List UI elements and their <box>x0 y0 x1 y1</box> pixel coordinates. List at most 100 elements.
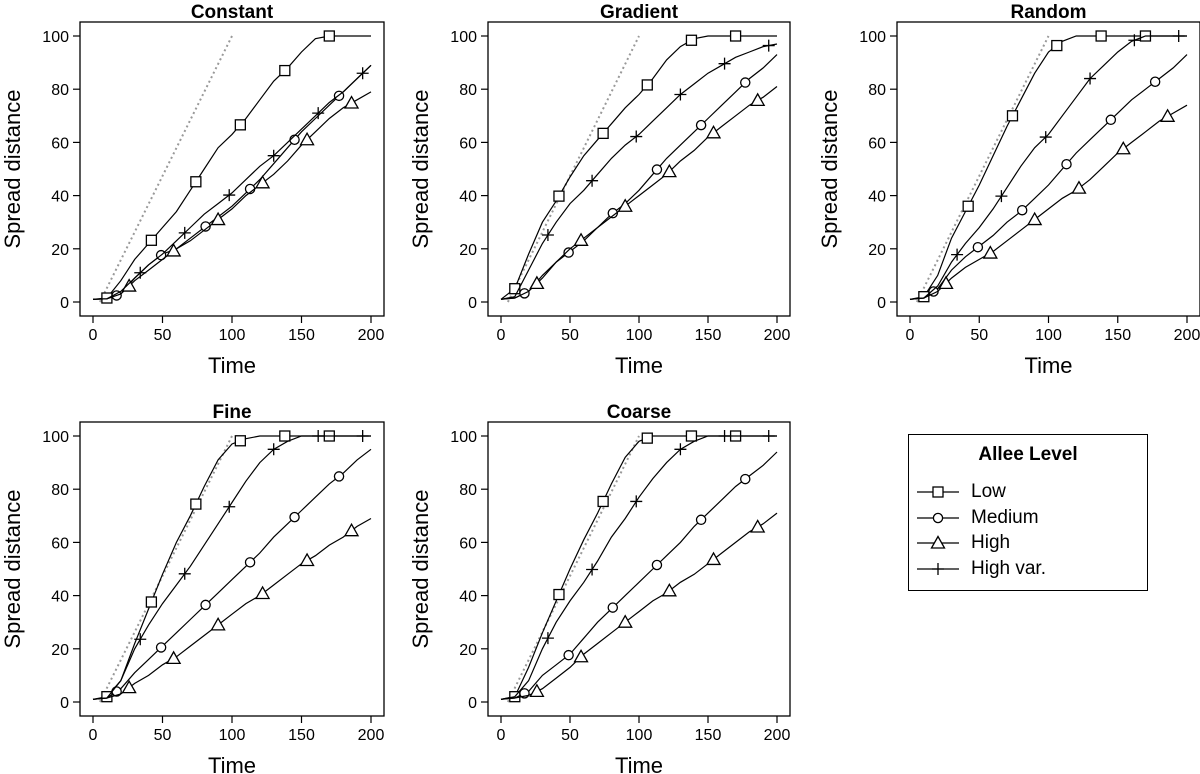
data-point-medium <box>1016 204 1028 216</box>
y-tick-label: 0 <box>468 695 477 712</box>
x-tick-label: 0 <box>906 327 915 344</box>
panel-constant: Constant 0 50 100 150 200 0 20 40 60 80 100 Time Spre… <box>0 2 385 378</box>
y-tick-label: 100 <box>42 429 69 446</box>
y-tick-label: 20 <box>868 242 886 259</box>
data-point-medium <box>607 207 619 219</box>
reference-line <box>99 435 233 703</box>
data-point-high-var <box>134 266 147 279</box>
data-point-high <box>617 198 633 212</box>
x-tick-label: 150 <box>288 327 315 344</box>
legend-label: High var. <box>971 558 1046 579</box>
y-tick-label: 0 <box>468 295 477 312</box>
data-point-high <box>343 95 360 109</box>
data-point-low <box>279 64 291 77</box>
plot-frame <box>487 421 791 717</box>
data-point-medium <box>563 247 574 258</box>
x-tick-label: 200 <box>764 327 791 344</box>
data-point-low <box>145 596 158 608</box>
y-tick-label: 60 <box>868 135 886 152</box>
plot-frame <box>79 421 385 717</box>
y-tick-label: 100 <box>42 29 69 46</box>
data-point-high <box>1115 140 1131 155</box>
data-point-medium <box>607 602 619 613</box>
data-point-high <box>121 278 137 292</box>
y-tick-label: 20 <box>459 642 477 659</box>
x-tick-label: 200 <box>358 327 385 344</box>
data-point-low <box>918 291 930 303</box>
y-tick-label: 60 <box>459 135 477 152</box>
x-tick-label: 100 <box>219 727 246 744</box>
data-point-high <box>705 125 722 139</box>
data-point-high <box>982 245 998 259</box>
x-tick-label: 100 <box>626 727 653 744</box>
x-tick-label: 50 <box>154 727 172 744</box>
data-point-high <box>254 585 271 600</box>
series-line-high <box>92 91 372 300</box>
data-point-high-var <box>1084 72 1097 85</box>
x-axis-label: Time <box>615 753 663 774</box>
y-tick-label: 80 <box>459 82 477 99</box>
x-tick-label: 50 <box>970 327 988 344</box>
data-point-medium <box>1105 114 1117 126</box>
series-line-low <box>500 35 777 300</box>
data-point-low <box>685 430 698 442</box>
data-point-low <box>553 588 565 601</box>
data-point-high <box>938 275 954 290</box>
data-point-high <box>121 679 137 694</box>
data-point-low <box>1006 110 1019 122</box>
data-point-medium <box>200 599 211 611</box>
series-line-high-var <box>909 35 1187 300</box>
panel-title: Gradient <box>600 2 679 23</box>
data-point-high <box>1071 180 1087 194</box>
data-point-medium <box>333 471 345 482</box>
data-point-medium <box>695 514 707 526</box>
data-point-high-var <box>356 67 369 80</box>
y-tick-label: 80 <box>51 82 69 99</box>
data-point-low <box>685 34 698 46</box>
panel-title: Coarse <box>607 402 671 423</box>
x-tick-label: 150 <box>288 727 315 744</box>
series-line-high-var <box>500 435 777 700</box>
y-tick-label: 80 <box>868 82 886 99</box>
legend: Allee Level Low Medium High High var. <box>908 434 1148 591</box>
reference-line <box>99 35 233 303</box>
data-point-low <box>1095 30 1107 42</box>
panel-coarse: Coarse 0 50 100 150 200 0 20 40 60 80 100 Time Spread… <box>408 402 791 774</box>
x-tick-label: 50 <box>561 327 579 344</box>
data-point-high <box>529 275 545 290</box>
data-point-high-var <box>718 430 731 442</box>
series-line-low <box>92 35 371 300</box>
data-point-high-var <box>223 189 236 202</box>
data-point-high-var <box>178 226 191 239</box>
series-line-low <box>909 35 1187 300</box>
data-point-high <box>210 211 226 226</box>
x-tick-label: 50 <box>561 727 579 744</box>
data-point-low <box>279 430 291 442</box>
legend-marker-plus <box>932 563 944 575</box>
data-point-high <box>343 522 360 537</box>
y-tick-label: 40 <box>868 189 886 206</box>
series-line-high-var <box>92 64 372 300</box>
series-line-medium <box>92 448 372 700</box>
panel-gradient: Gradient 0 50 100 150 200 0 20 40 60 80 100 Time Spre… <box>408 2 791 378</box>
legend-marker-circle <box>932 512 944 524</box>
y-tick-label: 80 <box>459 482 477 499</box>
data-point-high <box>705 551 722 566</box>
data-point-medium <box>1061 158 1072 170</box>
data-point-high <box>661 163 677 178</box>
y-axis-label: Spread distance <box>817 90 842 249</box>
data-point-high-var <box>541 632 554 645</box>
data-point-high <box>661 582 677 597</box>
x-axis-label: Time <box>208 753 256 774</box>
data-point-medium <box>972 241 984 253</box>
data-point-medium <box>695 119 707 131</box>
y-tick-label: 100 <box>450 429 477 446</box>
data-point-high <box>529 683 545 698</box>
data-point-high <box>1159 108 1176 122</box>
x-axis-label: Time <box>208 353 256 378</box>
data-point-high <box>254 175 271 189</box>
series-line-high <box>500 512 778 700</box>
legend-label: Low <box>971 481 1006 502</box>
y-tick-label: 0 <box>60 695 69 712</box>
